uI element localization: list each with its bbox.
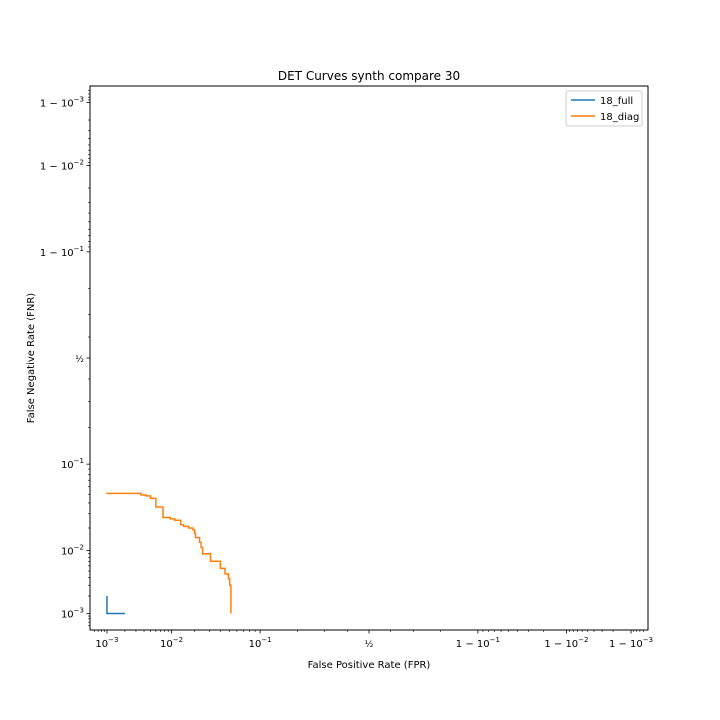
y-tick-label: 1 − 10−2 (40, 159, 84, 173)
x-tick-label: 1 − 10−3 (609, 636, 653, 650)
chart-title: DET Curves synth compare 30 (278, 69, 460, 83)
curves-group (106, 492, 232, 615)
y-tick-label: 1 − 10−3 (40, 96, 84, 110)
y-tick-label: 10−1 (61, 457, 84, 471)
legend-label-18-diag: 18_diag (600, 112, 639, 123)
x-tick-label: 1 − 10−2 (544, 636, 588, 650)
y-tick-label: 1 − 10−1 (40, 245, 84, 259)
legend-label-18-full: 18_full (600, 96, 633, 107)
x-tick-label: 10−2 (160, 636, 183, 650)
series-line-18-diag (106, 492, 232, 614)
y-axis-ticks: 10−3 10−2 10−1 ½ 1 − 10−1 1 − 10−2 1 − 10−3 (40, 89, 90, 627)
y-tick-label: ½ (75, 355, 84, 365)
x-tick-label: 1 − 10−1 (456, 636, 500, 650)
series-line-18-full (106, 595, 125, 615)
x-tick-label: ½ (365, 640, 374, 650)
y-axis-label: False Negative Rate (FNR) (26, 293, 37, 424)
x-tick-label: 10−3 (95, 636, 118, 650)
y-tick-label: 10−3 (61, 606, 84, 620)
x-axis-label: False Positive Rate (FPR) (308, 660, 431, 671)
legend: 18_full 18_diag (565, 90, 643, 127)
plot-area (89, 85, 649, 631)
x-axis-ticks: 10−3 10−2 10−1 ½ 1 − 10−1 1 − 10−2 1 − 10−3 (94, 630, 653, 650)
y-tick-label: 10−2 (61, 543, 84, 557)
x-tick-label: 10−1 (249, 636, 272, 650)
